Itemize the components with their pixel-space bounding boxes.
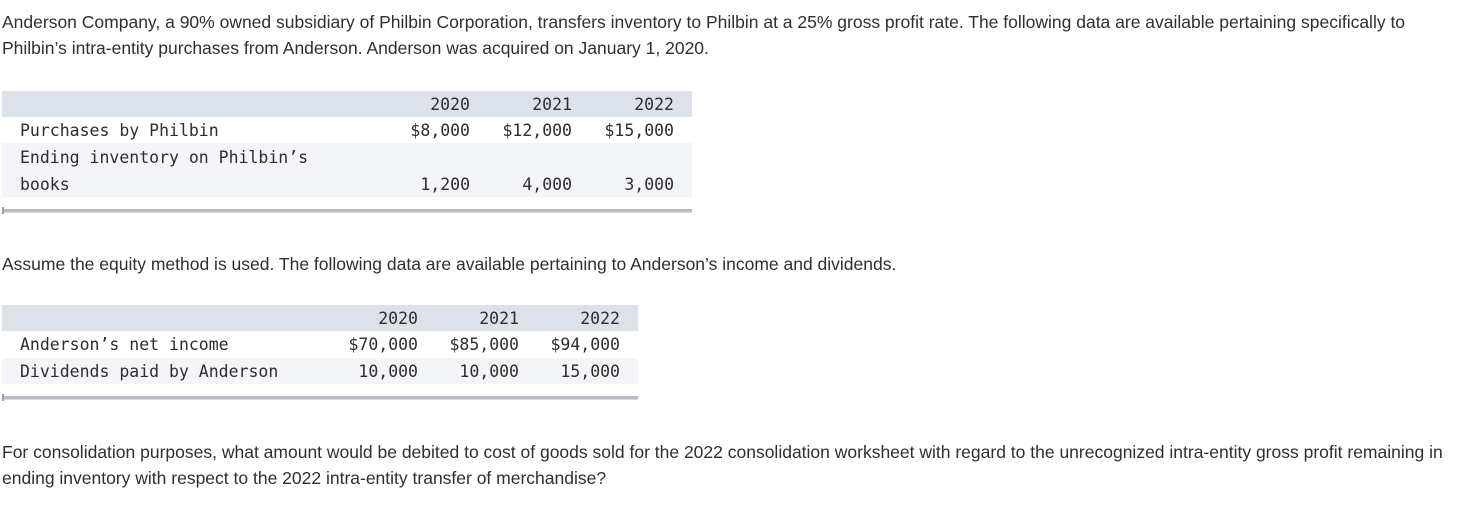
table-row: Ending inventory on Philbin’s xyxy=(2,143,692,171)
intra-entity-purchases-table: 2020 2021 2022 Purchases by Philbin $8,0… xyxy=(2,91,692,213)
row-label: Anderson’s net income xyxy=(20,335,229,354)
table-cell: 3,000 xyxy=(572,171,674,197)
table-cell: 4,000 xyxy=(470,171,572,197)
intro-paragraph: Anderson Company, a 90% owned subsidiary… xyxy=(2,12,1406,58)
table-cell: 10,000 xyxy=(418,358,519,384)
year-header: 2020 xyxy=(338,305,418,331)
year-header: 2021 xyxy=(470,91,572,117)
table-row: Anderson’s net income $70,000 $85,000 $9… xyxy=(2,331,638,358)
table-cell: $15,000 xyxy=(604,120,674,140)
table-cell: 10,000 xyxy=(338,358,418,384)
question-paragraph: For consolidation purposes, what amount … xyxy=(2,442,1443,488)
table-cell: $85,000 xyxy=(449,335,519,354)
table-cell: 15,000 xyxy=(519,358,620,384)
table-row: Purchases by Philbin $8,000 $12,000 $15,… xyxy=(2,117,692,143)
table-row: books 1,200 4,000 3,000 xyxy=(2,171,692,197)
table-bottom-rule xyxy=(2,394,638,401)
row-label: Purchases by Philbin xyxy=(20,120,219,140)
table-cell: $8,000 xyxy=(410,120,470,140)
table-cell: $70,000 xyxy=(348,335,418,354)
table-cell: $94,000 xyxy=(550,335,620,354)
year-header: 2021 xyxy=(418,305,519,331)
year-header: 2022 xyxy=(572,91,674,117)
table-header-row: 2020 2021 2022 xyxy=(2,91,692,117)
row-label: Ending inventory on Philbin’s xyxy=(2,143,392,171)
row-label: Dividends paid by Anderson xyxy=(2,358,338,384)
table-cell: 1,200 xyxy=(392,171,470,197)
table-bottom-rule xyxy=(2,207,692,214)
table-header-row: 2020 2021 2022 xyxy=(2,305,638,331)
table-cell: $12,000 xyxy=(502,120,572,140)
year-header: 2022 xyxy=(519,305,620,331)
row-label-continued: books xyxy=(2,171,392,197)
assumption-paragraph: Assume the equity method is used. The fo… xyxy=(2,254,897,274)
year-header: 2020 xyxy=(392,91,470,117)
income-dividends-table: 2020 2021 2022 Anderson’s net income $70… xyxy=(2,305,638,400)
table-row: Dividends paid by Anderson 10,000 10,000… xyxy=(2,358,638,384)
